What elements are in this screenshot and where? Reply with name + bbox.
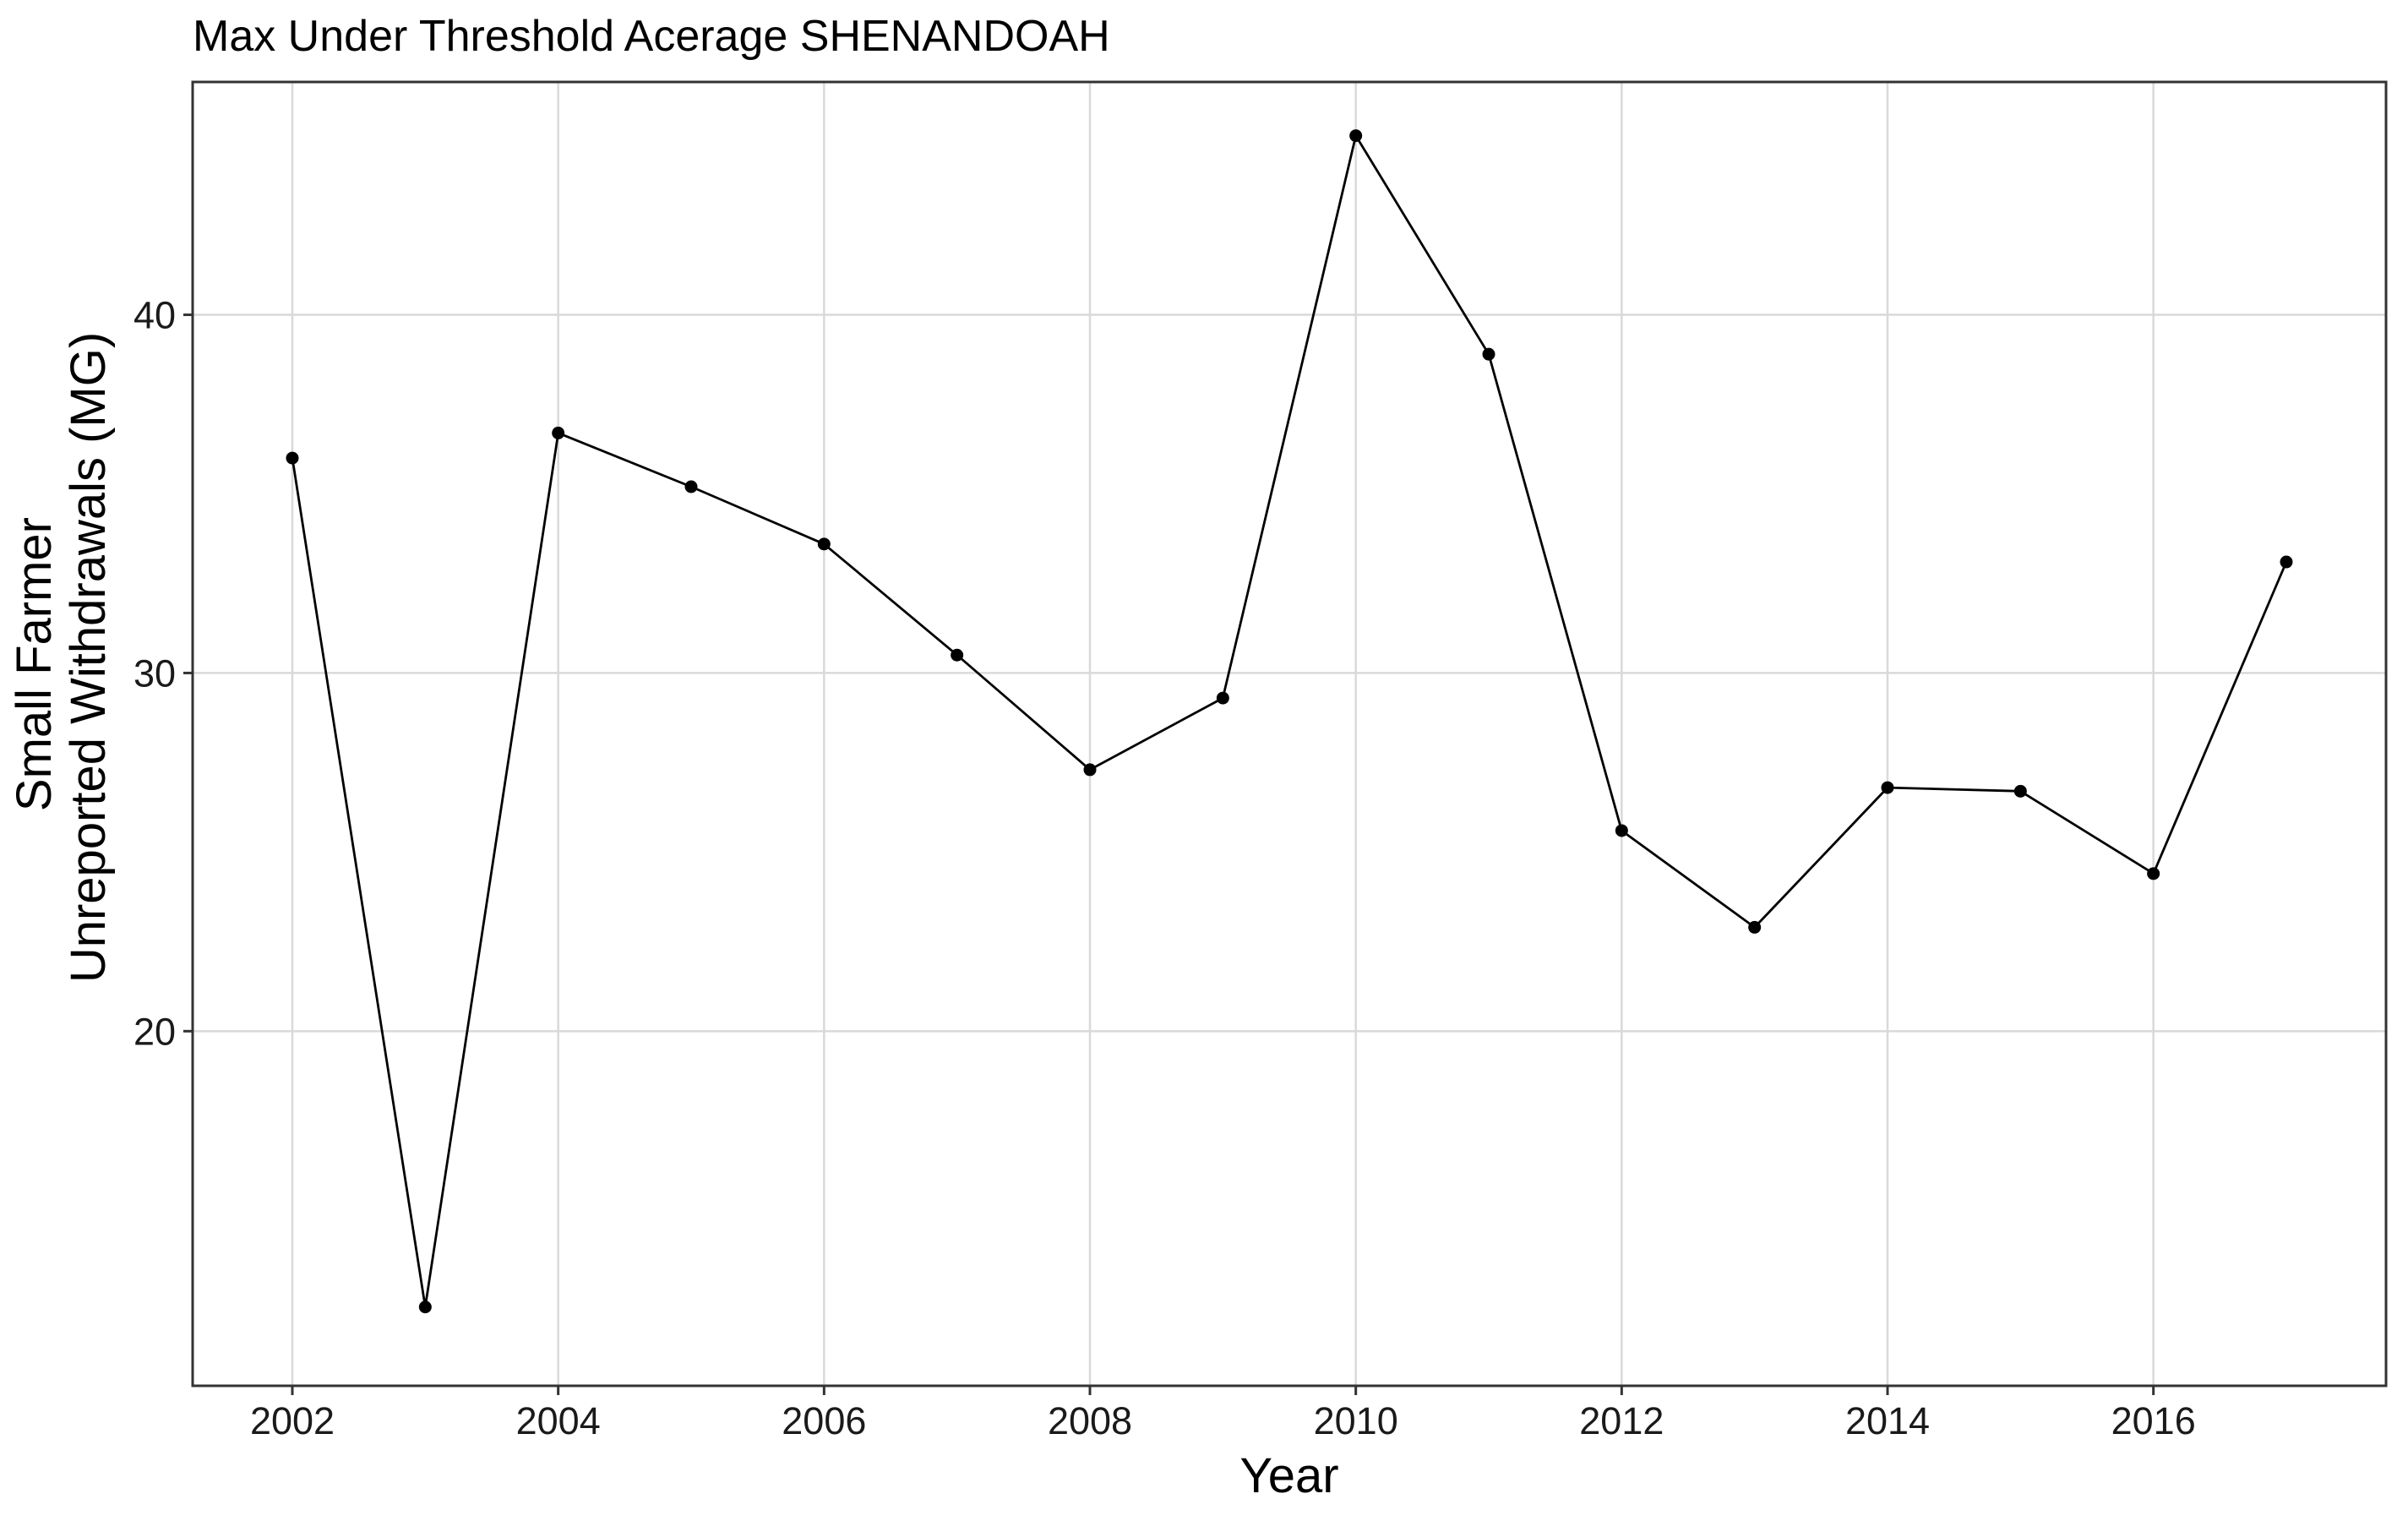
data-points (286, 129, 2293, 1314)
y-axis-title-line-2: Unreported Withdrawals (MG) (61, 332, 116, 983)
x-tick-label-2004: 2004 (516, 1399, 601, 1442)
y-axis-title-line-1: Small Farmer (7, 517, 62, 811)
y-axis: 20 30 40 (133, 294, 193, 1053)
data-point-2005 (684, 480, 698, 493)
data-point-2017 (2280, 555, 2293, 569)
series-line-0 (291, 134, 2288, 1309)
y-tick-label-40: 40 (133, 294, 176, 337)
data-point-2008 (1083, 763, 1097, 777)
data-point-2004 (552, 426, 565, 439)
plot-panel-border (191, 80, 2388, 1387)
data-point-2015 (2013, 784, 2027, 798)
data-point-2007 (951, 648, 964, 662)
data-point-2014 (1881, 781, 1894, 794)
x-tick-label-2012: 2012 (1579, 1399, 1664, 1442)
data-point-2003 (418, 1300, 432, 1314)
y-tick-label-20: 20 (133, 1010, 176, 1053)
data-point-2011 (1482, 347, 1495, 361)
data-point-2002 (286, 451, 299, 465)
x-tick-label-2002: 2002 (250, 1399, 335, 1442)
data-series (291, 134, 2288, 1309)
grid-lines (193, 82, 2386, 1386)
chart-title: Max Under Threshold Acerage SHENANDOAH (193, 12, 1110, 61)
data-point-2006 (817, 537, 831, 551)
data-point-2012 (1615, 824, 1628, 837)
x-axis-title: Year (1239, 1448, 1338, 1503)
y-tick-label-30: 30 (133, 651, 176, 695)
x-tick-label-2008: 2008 (1048, 1399, 1132, 1442)
x-tick-label-2010: 2010 (1314, 1399, 1398, 1442)
data-point-2010 (1349, 129, 1363, 143)
x-tick-label-2016: 2016 (2111, 1399, 2196, 1442)
x-tick-label-2014: 2014 (1845, 1399, 1930, 1442)
data-point-2016 (2147, 867, 2160, 880)
data-point-2009 (1216, 691, 1229, 705)
y-axis-title: Small Farmer Unreported Withdrawals (MG) (7, 332, 116, 983)
x-tick-label-2006: 2006 (782, 1399, 866, 1442)
x-axis: 2002 2004 2006 2008 2010 2012 2014 2016 (250, 1386, 2196, 1442)
data-point-2013 (1748, 920, 1762, 934)
